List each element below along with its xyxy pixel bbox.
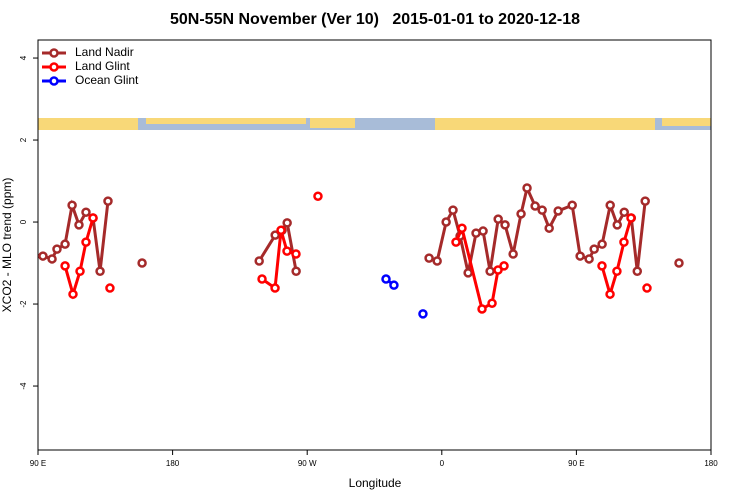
point bbox=[313, 191, 323, 201]
point bbox=[500, 220, 510, 230]
point bbox=[619, 237, 629, 247]
point bbox=[448, 205, 458, 215]
point bbox=[567, 200, 577, 210]
point bbox=[291, 249, 301, 259]
point bbox=[60, 239, 70, 249]
y-tick-label: -4 bbox=[19, 382, 28, 390]
point bbox=[270, 283, 280, 293]
x-tick-label: 180 bbox=[166, 459, 180, 468]
x-tick-label: 90 W bbox=[298, 459, 317, 468]
point bbox=[432, 256, 442, 266]
point bbox=[493, 214, 503, 224]
point bbox=[451, 237, 461, 247]
y-tick-label: 2 bbox=[19, 137, 28, 142]
legend-label: Ocean Glint bbox=[75, 73, 139, 87]
point bbox=[257, 274, 267, 284]
point bbox=[389, 280, 399, 290]
point bbox=[81, 207, 91, 217]
point bbox=[81, 237, 91, 247]
series-line bbox=[65, 218, 647, 309]
point bbox=[254, 256, 264, 266]
point bbox=[485, 266, 495, 276]
point bbox=[282, 246, 292, 256]
point bbox=[95, 266, 105, 276]
point bbox=[499, 261, 509, 271]
plot-frame bbox=[37, 39, 712, 451]
point bbox=[632, 266, 643, 276]
legend-marker bbox=[49, 76, 59, 86]
chart-title: 50N-55N November (Ver 10) 2015-01-01 to … bbox=[170, 11, 580, 28]
point bbox=[424, 253, 434, 263]
point bbox=[67, 200, 77, 210]
point bbox=[640, 196, 650, 206]
legend-label: Land Glint bbox=[75, 59, 130, 73]
map-strip bbox=[38, 118, 711, 130]
x-tick-label: 90 E bbox=[568, 459, 584, 468]
point bbox=[103, 196, 113, 206]
point bbox=[605, 289, 615, 299]
y-axis-label: XCO2 - MLO trend (ppm) bbox=[0, 178, 14, 313]
point bbox=[75, 266, 85, 276]
x-tick-label: 90 E bbox=[30, 459, 46, 468]
point bbox=[105, 283, 115, 293]
point bbox=[487, 298, 497, 308]
point bbox=[605, 200, 615, 210]
point bbox=[88, 213, 98, 223]
x-tick-label: 0 bbox=[440, 459, 445, 468]
point bbox=[60, 261, 70, 271]
point bbox=[612, 266, 622, 276]
point bbox=[508, 249, 518, 259]
point bbox=[270, 230, 280, 240]
point bbox=[282, 218, 292, 228]
point bbox=[674, 258, 684, 268]
legend-marker bbox=[49, 48, 59, 58]
point bbox=[553, 206, 563, 216]
point bbox=[597, 239, 607, 249]
y-tick-label: 0 bbox=[19, 219, 28, 224]
point bbox=[522, 183, 532, 193]
point bbox=[38, 251, 48, 261]
x-axis-label: Longitude bbox=[349, 476, 402, 490]
point bbox=[137, 258, 147, 268]
point bbox=[478, 226, 488, 236]
point bbox=[276, 225, 286, 235]
point bbox=[418, 309, 428, 319]
point bbox=[597, 261, 607, 271]
point bbox=[626, 213, 636, 223]
point bbox=[457, 223, 467, 233]
point bbox=[516, 209, 526, 219]
point bbox=[47, 254, 57, 264]
legend-marker bbox=[49, 62, 59, 72]
point bbox=[381, 274, 391, 284]
y-tick-label: 4 bbox=[19, 55, 28, 60]
point bbox=[493, 265, 503, 275]
point bbox=[463, 268, 473, 278]
point bbox=[441, 217, 451, 227]
point bbox=[530, 201, 540, 211]
point bbox=[642, 283, 652, 293]
point bbox=[584, 254, 594, 264]
legend-label: Land Nadir bbox=[75, 45, 134, 59]
x-tick-label: 180 bbox=[704, 459, 718, 468]
point bbox=[52, 244, 62, 254]
point bbox=[619, 207, 630, 217]
point bbox=[589, 244, 599, 254]
point bbox=[575, 251, 585, 261]
point bbox=[537, 205, 547, 215]
point bbox=[544, 223, 554, 233]
point bbox=[291, 266, 301, 276]
point bbox=[74, 220, 84, 230]
y-tick-label: -2 bbox=[19, 300, 28, 308]
point bbox=[477, 304, 487, 314]
point bbox=[68, 289, 78, 299]
point bbox=[612, 220, 622, 230]
